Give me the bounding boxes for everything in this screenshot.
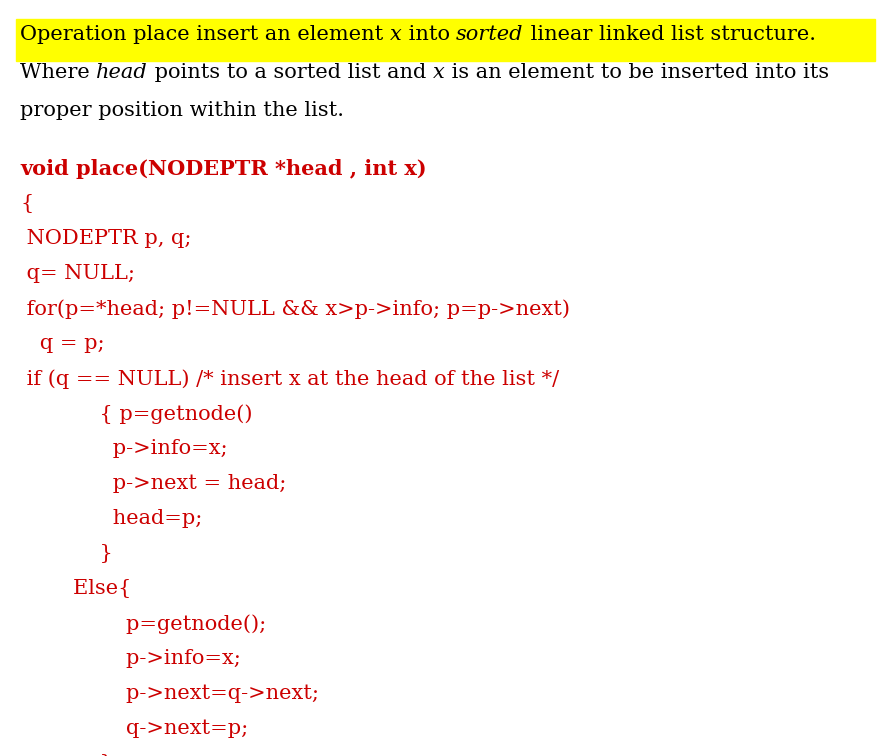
Text: p->next = head;: p->next = head; bbox=[20, 474, 286, 493]
Text: p->info=x;: p->info=x; bbox=[20, 439, 227, 458]
Text: for(p=*head; p!=NULL && x>p->info; p=p->next): for(p=*head; p!=NULL && x>p->info; p=p->… bbox=[20, 299, 570, 319]
FancyBboxPatch shape bbox=[16, 19, 875, 61]
Text: {: { bbox=[20, 194, 33, 213]
Text: p->info=x;: p->info=x; bbox=[20, 649, 241, 668]
Text: void place(NODEPTR *head , int x): void place(NODEPTR *head , int x) bbox=[20, 159, 427, 179]
Text: x: x bbox=[390, 25, 402, 44]
Text: is an element to be inserted into its: is an element to be inserted into its bbox=[445, 63, 829, 82]
Text: p->next=q->next;: p->next=q->next; bbox=[20, 684, 319, 703]
Text: head=p;: head=p; bbox=[20, 509, 202, 528]
Text: }: } bbox=[20, 544, 113, 563]
Text: x: x bbox=[433, 63, 445, 82]
Text: head: head bbox=[96, 63, 148, 82]
Text: linear linked list structure.: linear linked list structure. bbox=[524, 25, 816, 44]
Text: if (q == NULL) /* insert x at the head of the list */: if (q == NULL) /* insert x at the head o… bbox=[20, 369, 560, 389]
Text: points to a sorted list and: points to a sorted list and bbox=[148, 63, 433, 82]
Text: q= NULL;: q= NULL; bbox=[20, 264, 135, 283]
Text: NODEPTR p, q;: NODEPTR p, q; bbox=[20, 229, 192, 248]
Text: }: } bbox=[20, 754, 113, 756]
Text: p=getnode();: p=getnode(); bbox=[20, 614, 266, 634]
Text: proper position within the list.: proper position within the list. bbox=[20, 101, 344, 120]
Text: { p=getnode(): { p=getnode() bbox=[20, 404, 252, 423]
Text: q->next=p;: q->next=p; bbox=[20, 719, 249, 738]
Text: q = p;: q = p; bbox=[20, 334, 104, 353]
Text: Where: Where bbox=[20, 63, 96, 82]
Text: into: into bbox=[402, 25, 456, 44]
Text: sorted: sorted bbox=[456, 25, 524, 44]
Text: Operation place insert an element: Operation place insert an element bbox=[20, 25, 390, 44]
Text: Else{: Else{ bbox=[20, 579, 131, 598]
